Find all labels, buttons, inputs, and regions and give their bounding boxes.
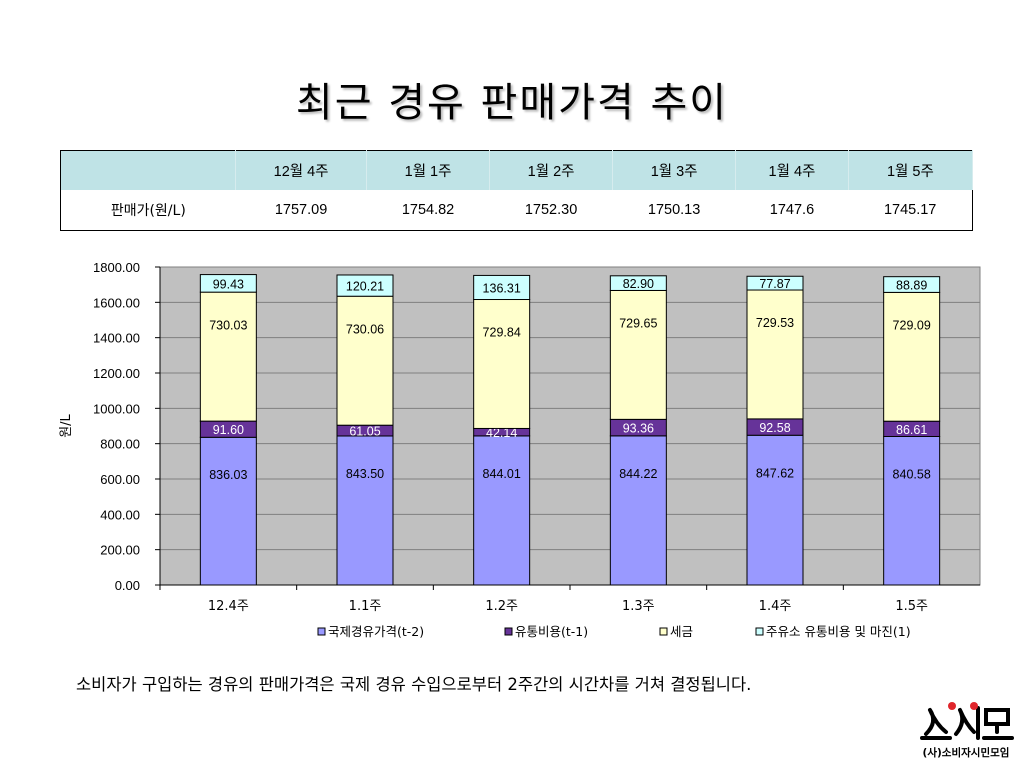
bar-segment: [336, 274, 394, 297]
data-label: 93.36: [623, 422, 654, 436]
data-label: 120.21: [346, 280, 384, 294]
y-tick-label: 400.00: [100, 507, 140, 522]
x-tick-label: 1.2주: [485, 599, 518, 614]
y-tick-label: 1800.00: [93, 260, 140, 275]
legend-label: 유통비용(t-1): [515, 624, 588, 639]
x-tick-label: 1.1주: [349, 599, 382, 614]
logo: (사)소비자시민모임: [916, 700, 1016, 766]
table-header-cell: 1월 5주: [848, 150, 974, 190]
bar-segment: [199, 436, 257, 586]
data-label: 77.87: [759, 277, 790, 291]
table-cell: 1757.09: [235, 190, 367, 231]
x-tick-label: 12.4주: [208, 599, 249, 614]
data-label: 92.58: [759, 421, 790, 435]
bar-segment: [883, 291, 941, 422]
data-label: 729.09: [893, 319, 931, 333]
legend-swatch: [504, 627, 513, 636]
x-tick-label: 1.4주: [759, 599, 792, 614]
data-label: 61.05: [349, 425, 380, 439]
legend-swatch: [659, 627, 668, 636]
data-label: 729.53: [756, 316, 794, 330]
table-cell: 1745.17: [848, 190, 973, 231]
bar-segment: [883, 435, 941, 586]
data-label: 82.90: [623, 277, 654, 291]
table-corner-cell: [60, 150, 237, 190]
bar-segment: [746, 289, 804, 420]
data-label: 99.43: [213, 277, 244, 291]
bar-segment: [609, 275, 667, 291]
table-row: 판매가(원/L) 1757.09 1754.82 1752.30 1750.13…: [60, 190, 973, 231]
bar-segment: [473, 299, 531, 429]
logo-text: (사)소비자시민모임: [922, 747, 1010, 759]
bar-segment: [336, 295, 394, 426]
data-label: 729.65: [619, 317, 657, 331]
plot-area: [159, 266, 981, 586]
price-table: 12월 4주 1월 1주 1월 2주 1월 3주 1월 4주 1월 5주 판매가…: [60, 150, 974, 231]
x-tick-label: 1.5주: [895, 599, 928, 614]
data-label: 843.50: [346, 467, 384, 481]
data-label: 730.06: [346, 322, 384, 336]
data-label: 730.03: [209, 318, 247, 332]
data-label: 91.60: [213, 423, 244, 437]
y-tick-label: 800.00: [100, 437, 140, 452]
y-tick-label: 1000.00: [93, 401, 140, 416]
y-tick-label: 1600.00: [93, 295, 140, 310]
table-header-cell: 1월 1주: [366, 150, 491, 190]
bar-segment: [199, 274, 257, 293]
bar-segment: [336, 435, 394, 586]
bar-segment: [199, 291, 257, 422]
bar-segment: [883, 276, 941, 293]
logo-mark: [916, 700, 1016, 751]
data-label: 840.58: [893, 468, 931, 482]
table-header-cell: 12월 4주: [235, 150, 368, 190]
data-label: 136.31: [483, 281, 521, 295]
data-label: 847.62: [756, 467, 794, 481]
bar-segment: [746, 434, 804, 586]
data-label: 844.01: [483, 467, 521, 481]
x-tick-label: 1.3주: [622, 599, 655, 614]
data-label: 88.89: [896, 279, 927, 293]
bar-segment: [746, 275, 804, 291]
table-header-row: 12월 4주 1월 1주 1월 2주 1월 3주 1월 4주 1월 5주: [60, 150, 974, 190]
y-tick-label: 200.00: [100, 543, 140, 558]
legend-label: 주유소 유통비용 및 마진(1): [766, 624, 911, 639]
table-row-label: 판매가(원/L): [60, 190, 236, 231]
bar-segment: [473, 274, 531, 301]
table-header-cell: 1월 4주: [735, 150, 849, 190]
y-tick-label: 1400.00: [93, 331, 140, 346]
bar-segment: [473, 435, 531, 586]
legend-label: 세금: [670, 624, 693, 639]
table-cell: 1754.82: [366, 190, 490, 231]
data-label: 836.03: [209, 468, 247, 482]
bar-segment: [609, 435, 667, 586]
table-header-cell: 1월 3주: [612, 150, 737, 190]
data-label: 42.14: [486, 426, 517, 440]
data-label: 729.84: [483, 326, 521, 340]
table-cell: 1752.30: [489, 190, 613, 231]
data-label: 86.61: [896, 423, 927, 437]
logo-mark-graphic: [920, 702, 1014, 740]
y-axis-label: 원/L: [59, 413, 74, 437]
stacked-bar-chart: 0.00 200.00 400.00 600.00 800.00 1000.00 1200.…: [59, 260, 981, 639]
slide-title: 최근 경유 판매가격 추이: [295, 80, 729, 126]
data-label: 844.22: [619, 467, 657, 481]
y-tick-label: 0.00: [115, 578, 140, 593]
table-cell: 1750.13: [612, 190, 736, 231]
bar-segment: [609, 289, 667, 420]
y-tick-label: 600.00: [100, 472, 140, 487]
legend-swatch: [317, 627, 326, 636]
legend-label: 국제경유가격(t-2): [328, 624, 424, 639]
y-tick-label: 1200.00: [93, 366, 140, 381]
legend-swatch: [755, 627, 764, 636]
table-cell: 1747.6: [735, 190, 849, 231]
footnote: 소비자가 구입하는 경유의 판매가격은 국제 경유 수입으로부터 2주간의 시간…: [76, 675, 752, 694]
table-header-cell: 1월 2주: [489, 150, 614, 190]
